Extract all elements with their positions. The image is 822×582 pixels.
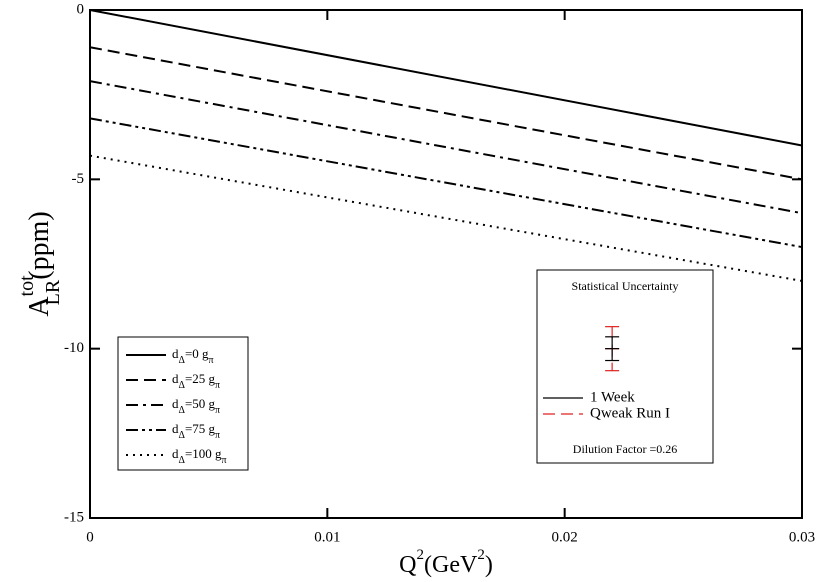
y-label-base: A: [24, 296, 55, 317]
y-tick-label: -10: [64, 340, 84, 356]
legend-label: dΔ=50 gπ: [172, 396, 220, 416]
x-label-sup: 2: [417, 547, 425, 563]
inset-legend-label: 1 Week: [590, 389, 635, 405]
inset-legend-label: Qweak Run I: [590, 405, 670, 421]
y-tick-label: -15: [64, 509, 84, 525]
plot-frame: [89, 9, 803, 519]
x-tick-label: 0.02: [552, 529, 578, 545]
series-line: [89, 46, 803, 181]
legend-label: dΔ=75 gπ: [172, 421, 220, 441]
inset-box: [536, 269, 714, 464]
y-label-sub: LR: [42, 279, 64, 305]
legend-label: dΔ=25 gπ: [172, 371, 220, 391]
series-line: [89, 9, 803, 147]
y-label-sup: tot: [16, 275, 38, 297]
legend-label: dΔ=100 gπ: [172, 446, 227, 466]
inset-note: Dilution Factor =0.26: [573, 442, 677, 456]
series-line: [89, 80, 803, 215]
x-tick-label: 0: [86, 529, 94, 545]
inset-title: Statistical Uncertainty: [572, 279, 679, 293]
legend-box: [117, 336, 249, 471]
x-label-base: Q: [399, 552, 416, 578]
series-line: [89, 117, 803, 249]
x-label-close: ): [485, 552, 493, 578]
x-tick-label: 0.03: [789, 529, 815, 545]
x-axis-label: Q2(GeV2): [399, 547, 493, 577]
series-line: [89, 154, 803, 282]
y-tick-label: 0: [77, 1, 85, 17]
y-axis-label: Atot LR(ppm): [16, 211, 64, 316]
y-label-unit: (ppm): [24, 211, 55, 279]
x-label-unit: (GeV: [424, 552, 478, 578]
x-tick-label: 0.01: [314, 529, 340, 545]
x-label-unit-sup: 2: [477, 547, 485, 563]
y-tick-label: -5: [72, 171, 85, 187]
legend-label: dΔ=0 gπ: [172, 346, 214, 366]
